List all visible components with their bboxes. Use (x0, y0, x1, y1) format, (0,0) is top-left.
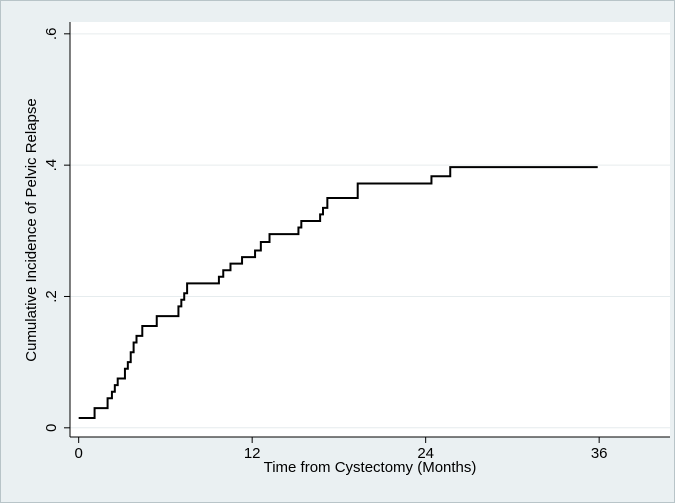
y-axis-title: Cumulative Incidence of Pelvic Relapse (23, 98, 40, 361)
step-line (78, 166, 598, 419)
y-tick-label: .6 (43, 28, 60, 41)
y-tick-label: .4 (43, 159, 60, 172)
x-tick-label: 0 (75, 445, 83, 462)
x-tick-label: 36 (591, 445, 608, 462)
x-axis-title: Time from Cystectomy (Months) (264, 459, 477, 476)
x-tick-label: 12 (244, 445, 261, 462)
x-tick-label: 24 (417, 445, 434, 462)
y-tick-label: 0 (43, 424, 60, 432)
y-tick-label: .2 (43, 290, 60, 303)
plot-area (70, 22, 670, 437)
